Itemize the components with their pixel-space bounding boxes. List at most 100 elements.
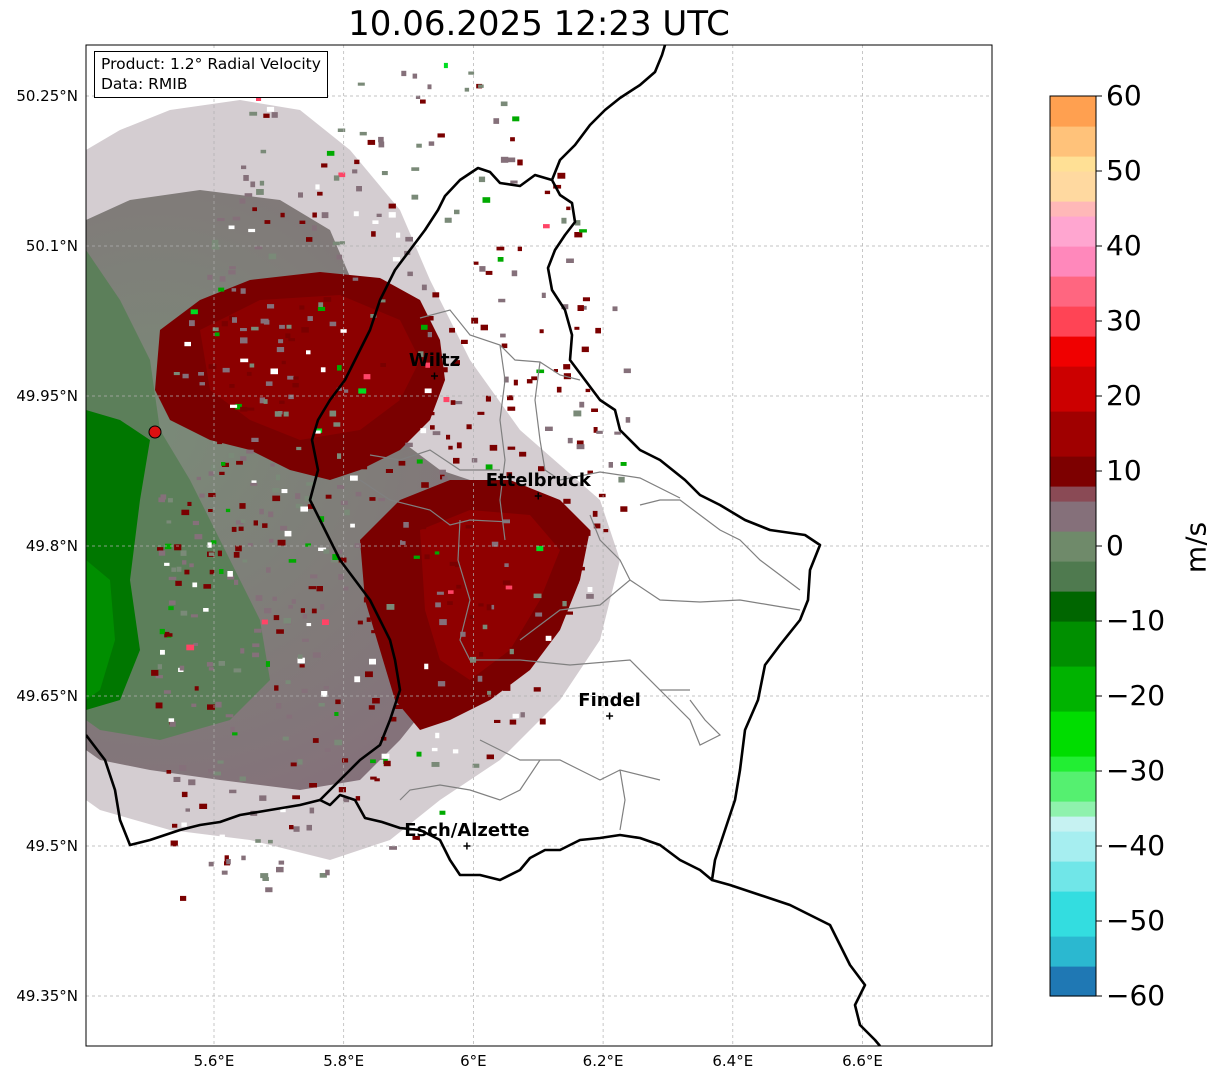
echo-pixel: [340, 329, 347, 333]
echo-pixel: [337, 128, 346, 132]
echo-pixel: [230, 404, 238, 408]
echo-pixel: [413, 124, 422, 130]
echo-pixel: [168, 576, 177, 581]
echo-pixel: [165, 543, 172, 550]
echo-pixel: [306, 237, 313, 242]
echo-pixel: [265, 381, 273, 386]
echo-pixel: [536, 545, 544, 552]
echo-pixel: [412, 73, 418, 79]
echo-pixel: [235, 545, 242, 552]
echo-pixel: [310, 574, 318, 579]
y-tick-label: 49.65°N: [16, 687, 78, 705]
echo-pixel: [416, 751, 422, 757]
echo-pixel: [407, 271, 413, 277]
echo-pixel: [561, 304, 569, 310]
echo-pixel: [203, 584, 212, 589]
echo-pixel: [266, 106, 275, 112]
echo-pixel: [576, 440, 584, 445]
echo-pixel: [255, 595, 263, 601]
echo-pixel: [545, 426, 553, 431]
echo-pixel: [229, 384, 235, 388]
radar-site[interactable]: [148, 425, 162, 439]
echo-pixel: [324, 748, 331, 752]
echo-pixel: [507, 446, 516, 450]
echo-pixel: [573, 410, 582, 417]
echo-pixel: [297, 657, 305, 664]
echo-pixel: [402, 537, 409, 542]
echo-pixel: [263, 113, 270, 118]
echo-pixel: [596, 430, 603, 434]
echo-pixel: [431, 366, 440, 372]
echo-pixel: [510, 137, 515, 142]
colorbar-tick-label: −30: [1106, 754, 1166, 787]
echo-pixel: [577, 305, 584, 311]
echo-pixel: [312, 652, 321, 658]
colorbar-tick-label: −40: [1106, 829, 1166, 862]
echo-pixel: [360, 465, 368, 470]
echo-pixel: [489, 444, 498, 451]
echo-pixel: [229, 789, 237, 794]
echo-pixel: [396, 619, 402, 623]
echo-pixel: [512, 713, 519, 719]
echo-pixel: [581, 305, 587, 310]
echo-pixel: [453, 457, 460, 464]
echo-pixel: [411, 194, 419, 200]
echo-pixel: [320, 604, 325, 610]
echo-pixel: [306, 623, 312, 627]
echo-pixel: [325, 869, 330, 876]
echo-pixel: [326, 150, 335, 156]
city-label: Esch/Alzette: [404, 820, 529, 841]
city-wiltz: Wiltz: [409, 350, 460, 380]
echo-pixel: [563, 364, 571, 370]
echo-pixel: [385, 469, 393, 473]
echo-pixel: [487, 690, 492, 695]
city-label: Ettelbruck: [486, 470, 592, 491]
echo-pixel: [231, 526, 237, 532]
echo-outbound-north-core: [200, 295, 420, 440]
y-tick-label: 49.95°N: [16, 387, 78, 405]
echo-pixel: [365, 671, 373, 678]
canton-borders: [359, 309, 801, 831]
echo-pixel: [497, 257, 504, 262]
echo-pixel: [187, 501, 192, 506]
echo-pixel: [464, 87, 470, 92]
echo-pixel: [307, 316, 313, 321]
echo-pixel: [485, 464, 493, 470]
echo-pixel: [494, 719, 501, 723]
colorbar-tick-label: −60: [1106, 979, 1166, 1012]
echo-pixel: [505, 585, 513, 590]
echo-pixel: [181, 791, 188, 798]
echo-pixel: [519, 451, 527, 457]
echo-pixel: [185, 808, 190, 812]
echo-pixel: [300, 506, 308, 512]
y-tick-label: 50.1°N: [25, 237, 78, 255]
echo-pixel: [274, 411, 282, 417]
echo-pixel: [447, 601, 453, 605]
radar-site-marker[interactable]: [148, 425, 162, 439]
echo-pixel: [315, 184, 320, 190]
echo-pixel: [403, 522, 409, 528]
echo-pixel: [228, 225, 235, 230]
echo-pixel: [336, 254, 343, 260]
echo-pixel: [372, 698, 380, 704]
echo-pixel: [229, 266, 236, 270]
echo-pixel: [443, 397, 450, 403]
echo-pixel: [297, 654, 303, 659]
echo-pixel: [496, 246, 505, 251]
echo-pixel: [253, 520, 258, 526]
echo-pixel: [339, 241, 345, 245]
echo-pixel: [260, 149, 267, 154]
x-tick-label: 6°E: [460, 1052, 487, 1070]
echo-pixel: [420, 428, 427, 434]
echo-pixel: [367, 139, 376, 145]
echo-pixel: [168, 606, 174, 611]
echo-pixel: [269, 538, 274, 543]
echo-pixel: [160, 494, 167, 500]
echo-pixel: [312, 225, 317, 231]
echo-pixel: [288, 605, 293, 609]
echo-pixel: [240, 328, 247, 332]
echo-pixel: [343, 586, 349, 591]
echo-pixel: [312, 212, 317, 218]
